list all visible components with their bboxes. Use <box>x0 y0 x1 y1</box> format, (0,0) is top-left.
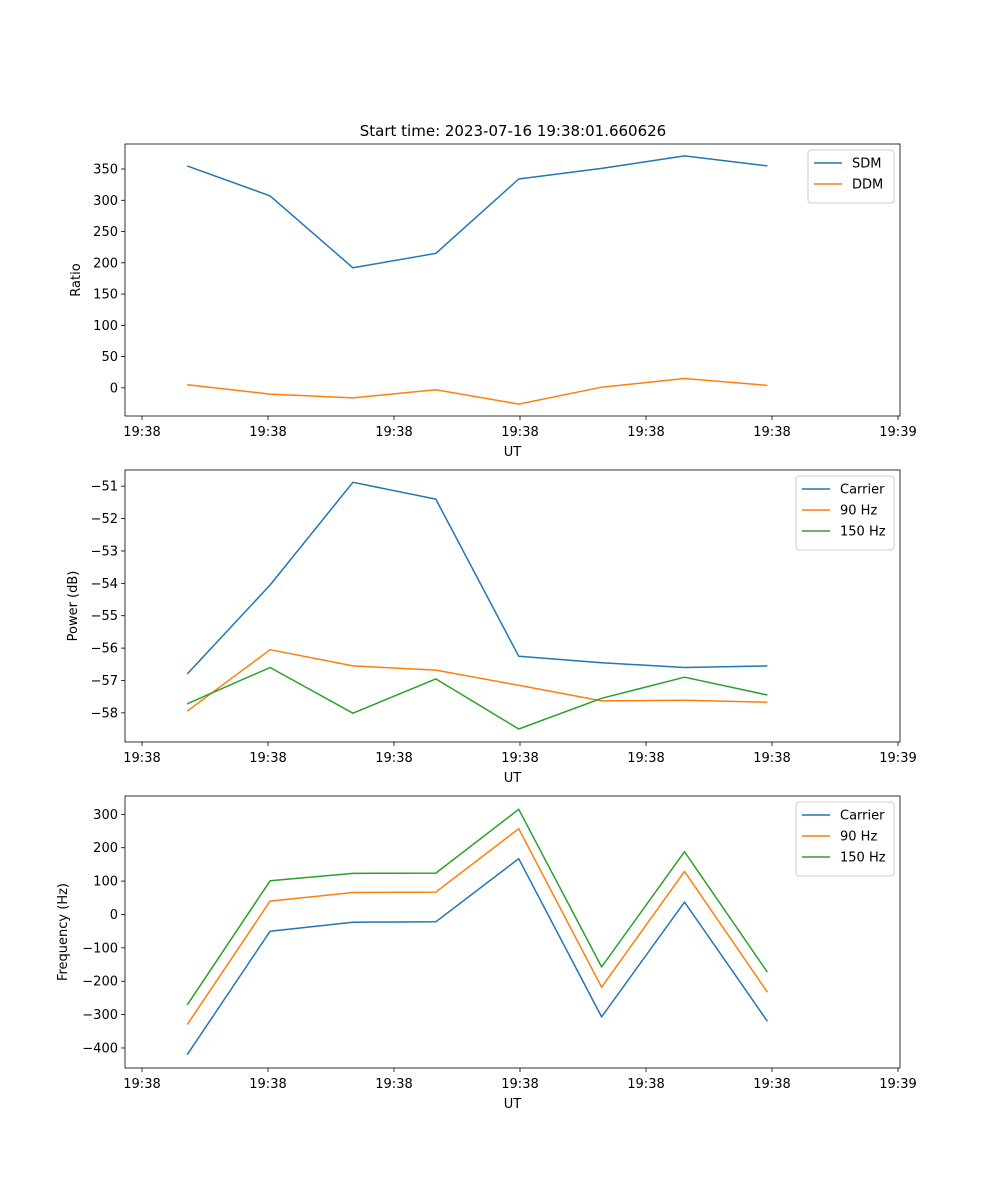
chart3-x-tick-label: 19:38 <box>627 1077 664 1092</box>
chart3-x-tick-label: 19:38 <box>375 1077 412 1092</box>
chart1-series-ddm-line <box>187 377 768 405</box>
chart3-y-tick-label: 100 <box>93 875 118 890</box>
chart1-y-axis-label: Ratio <box>69 263 84 296</box>
chart2-series-90-hz-line <box>186 648 768 712</box>
chart1-x-axis-label: UT <box>504 445 522 460</box>
chart2-x-tick-label: 19:38 <box>627 751 664 766</box>
chart2-x-tick-label: 19:38 <box>123 751 160 766</box>
chart1-x-tick-label: 19:39 <box>879 425 916 440</box>
chart2-x-tick-label: 19:38 <box>375 751 412 766</box>
chart3-x-tick-label: 19:39 <box>879 1077 916 1092</box>
chart1-y-tick-label: 300 <box>93 194 118 209</box>
chart2-x-tick-label: 19:38 <box>249 751 286 766</box>
chart3-panel: 19:38 19:38 19:38 19:38 19:38 19:38 19:39 −400 −… <box>56 795 917 1112</box>
chart2-x-tick-label: 19:38 <box>753 751 790 766</box>
chart1-y-tick-label: 350 <box>93 163 118 178</box>
chart2-legend: Carrier 90 Hz 150 Hz <box>795 475 895 551</box>
chart1-y-tick-label: 50 <box>101 350 118 365</box>
chart2-series-carrier-line <box>186 481 768 675</box>
chart2-axes-frame <box>124 469 901 743</box>
chart1-x-tick-label: 19:38 <box>123 425 160 440</box>
chart1-series-sdm-line <box>186 155 768 269</box>
chart2-y-tick-label: −51 <box>91 480 118 495</box>
chart3-y-tick-label: −100 <box>82 941 118 956</box>
chart3-x-tick-label: 19:38 <box>249 1077 286 1092</box>
chart3-x-tick-label: 19:38 <box>501 1077 538 1092</box>
chart3-y-tick-label: −200 <box>82 975 118 990</box>
chart1-legend-label: SDM <box>852 157 881 172</box>
chart2-x-tick-label: 19:39 <box>879 751 916 766</box>
chart2-legend-label: 150 Hz <box>840 525 886 540</box>
chart3-legend-label: 90 Hz <box>840 830 877 845</box>
chart1-x-tick-label: 19:38 <box>627 425 664 440</box>
chart3-y-tick-label: −300 <box>82 1008 118 1023</box>
chart3-x-axis-label: UT <box>504 1097 522 1112</box>
chart2-legend-label: Carrier <box>840 483 885 498</box>
chart1-y-tick-label: 150 <box>93 288 118 303</box>
chart3-series-carrier-line <box>186 857 769 1056</box>
chart1-y-tick-label: 0 <box>110 381 118 396</box>
chart2-panel: 19:38 19:38 19:38 19:38 19:38 19:38 19:39 −58 −5… <box>66 469 917 786</box>
chart3-axes-frame <box>124 795 901 1069</box>
chart1-panel: 19:38 19:38 19:38 19:38 19:38 19:38 19:39 0 50 10… <box>69 143 917 460</box>
chart2-y-tick-label: −55 <box>91 609 118 624</box>
chart3-y-tick-label: 0 <box>110 908 118 923</box>
figure-title: Start time: 2023-07-16 19:38:01.660626 <box>360 122 666 140</box>
chart2-x-axis-label: UT <box>504 771 522 786</box>
chart1-y-tick-label: 250 <box>93 225 118 240</box>
chart3-y-tick-label: 200 <box>93 841 118 856</box>
chart2-y-tick-label: −54 <box>91 577 118 592</box>
chart1-x-tick-label: 19:38 <box>375 425 412 440</box>
chart1-y-tick-label: 200 <box>93 256 118 271</box>
chart2-y-axis-label: Power (dB) <box>66 571 81 642</box>
chart3-legend-label: 150 Hz <box>840 851 886 866</box>
chart1-x-tick-label: 19:38 <box>753 425 790 440</box>
chart1-y-tick-label: 100 <box>93 319 118 334</box>
chart1-legend: SDM DDM <box>807 149 895 204</box>
chart3-series-150-hz-line <box>186 808 769 1006</box>
chart3-legend: Carrier 90 Hz 150 Hz <box>795 801 895 877</box>
chart3-y-axis-label: Frequency (Hz) <box>56 883 71 981</box>
chart3-x-tick-label: 19:38 <box>753 1077 790 1092</box>
chart1-axes-frame <box>124 143 901 417</box>
chart1-x-tick-label: 19:38 <box>501 425 538 440</box>
chart2-series-150-hz-line <box>186 666 768 730</box>
chart2-x-tick-label: 19:38 <box>501 751 538 766</box>
chart3-series-90-hz-line <box>186 827 769 1026</box>
chart2-y-tick-label: −52 <box>91 512 118 527</box>
chart3-legend-label: Carrier <box>840 809 885 824</box>
chart3-y-tick-label: 300 <box>93 808 118 823</box>
chart2-y-tick-label: −57 <box>91 674 118 689</box>
chart2-y-tick-label: −53 <box>91 544 118 559</box>
chart1-x-tick-label: 19:38 <box>249 425 286 440</box>
chart3-x-tick-label: 19:38 <box>123 1077 160 1092</box>
chart2-y-tick-label: −58 <box>91 706 118 721</box>
chart2-y-tick-label: −56 <box>91 642 118 657</box>
chart1-legend-label: DDM <box>852 178 883 193</box>
chart2-legend-label: 90 Hz <box>840 504 877 519</box>
chart3-y-tick-label: −400 <box>82 1041 118 1056</box>
